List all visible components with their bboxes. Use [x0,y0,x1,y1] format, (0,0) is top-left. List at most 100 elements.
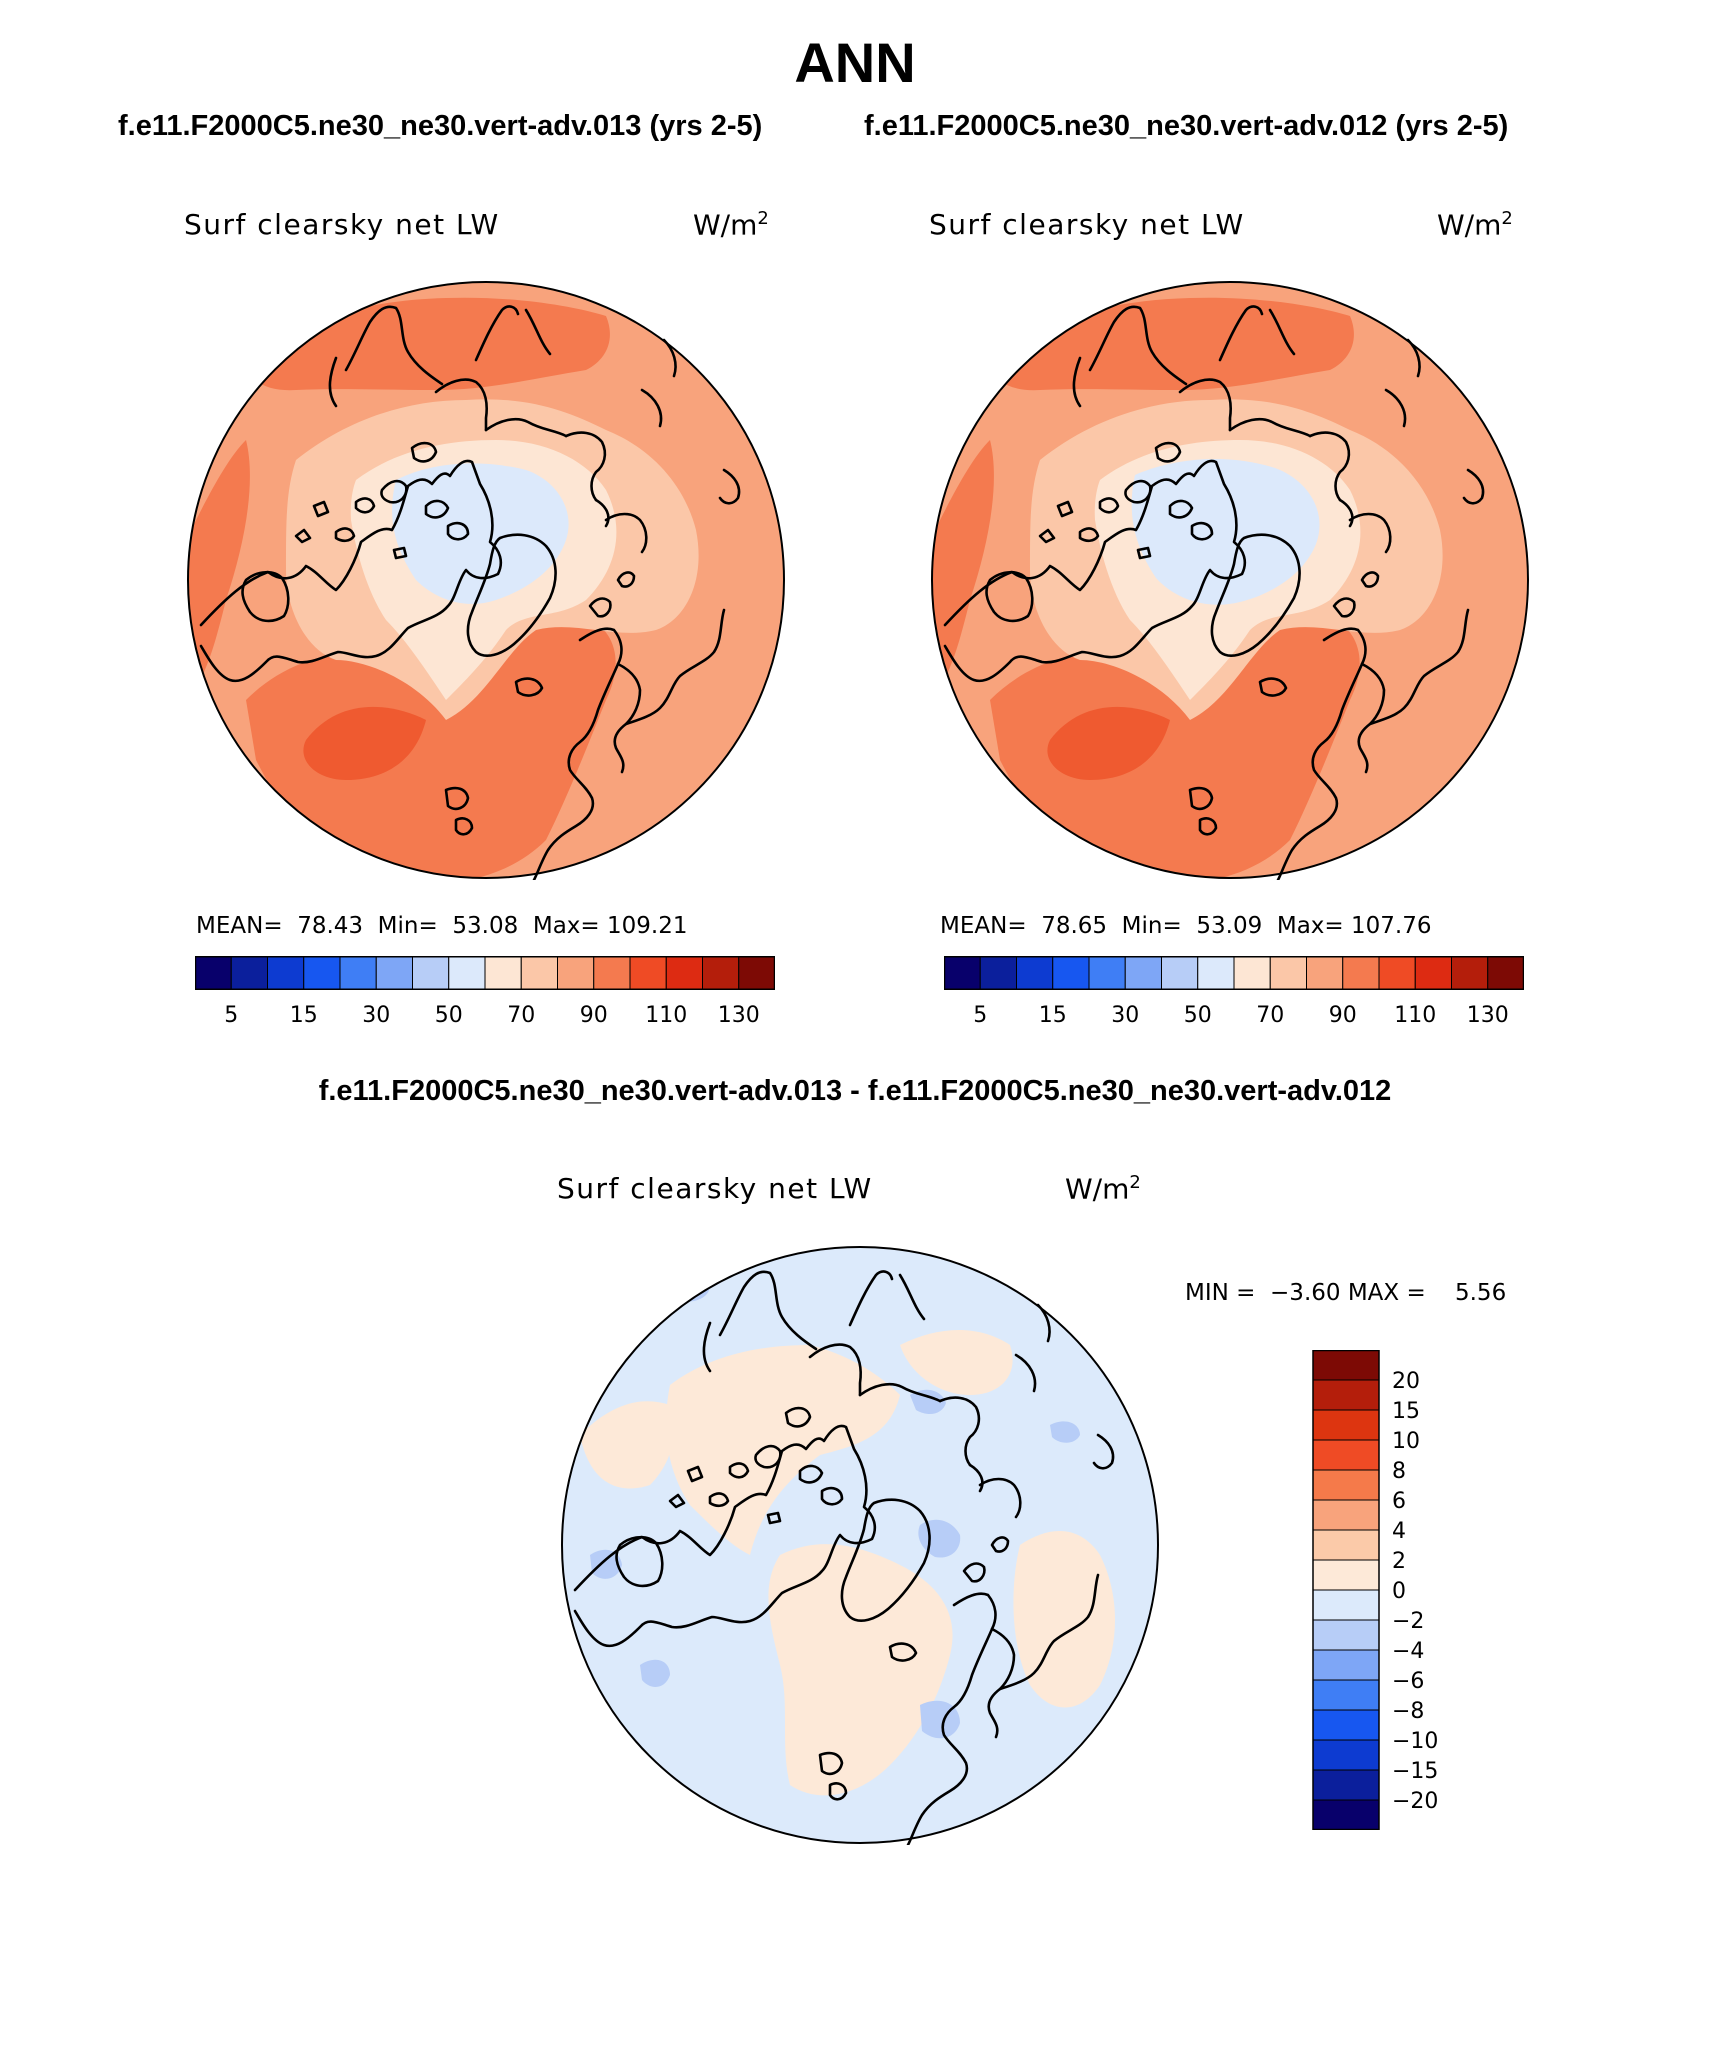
diff-colorbar-tick-label: −8 [1392,1699,1424,1724]
diff-colorbar-swatch [1312,1499,1380,1531]
left-colorbar-labels: 5 15 30 50 70 90 110 130 [224,1003,760,1028]
diff-colorbar-tick-label: −15 [1392,1759,1438,1784]
left-colorbar-swatch [557,956,595,990]
right-colorbar-frame [943,955,1525,991]
right-map [931,281,1529,880]
left-colorbar-tick-label: 30 [362,1003,390,1028]
right-colorbar-swatch [1378,956,1416,990]
right-colorbar-tick-label: 70 [1256,1003,1284,1028]
left-colorbar-swatches [194,955,776,991]
left-colorbar-swatch [629,956,667,990]
right-colorbar-swatch [1088,956,1126,990]
diff-map-border [561,1246,1159,1844]
right-colorbar-labels: 5 15 30 50 70 90 110 130 [973,1003,1509,1028]
diff-colorbar-tick-label: 8 [1392,1459,1406,1484]
left-panel-stats: MEAN= 78.43 Min= 53.08 Max= 109.21 [196,913,688,939]
left-colorbar-swatch [375,956,413,990]
right-colorbar-swatch [1052,956,1090,990]
left-colorbar-swatch [230,956,268,990]
diff-colorbar-tick-label: −4 [1392,1639,1424,1664]
case-title-left: f.e11.F2000C5.ne30_ne30.vert-adv.013 (yr… [118,110,763,142]
diff-colorbar-swatch [1312,1739,1380,1771]
diff-panel-units: W/m2 [1065,1172,1141,1206]
left-panel-variable-label: Surf clearsky net LW [184,208,500,241]
diff-colorbar-swatch [1312,1350,1380,1381]
right-panel-units: W/m2 [1437,208,1513,242]
right-colorbar-swatch [1414,956,1452,990]
left-colorbar [194,955,776,991]
diff-colorbar-swatch [1312,1439,1380,1471]
left-colorbar-tick-label: 15 [290,1003,318,1028]
diff-colorbar-tick-label: 10 [1392,1429,1420,1454]
diff-colorbar-swatch [1312,1589,1380,1621]
right-colorbar-swatches [943,955,1525,991]
diff-colorbar-swatch [1312,1799,1380,1830]
left-colorbar-swatch [448,956,486,990]
diff-colorbar-tick-label: 2 [1392,1549,1406,1574]
diff-colorbar-tick-label: −6 [1392,1669,1424,1694]
right-colorbar-tick-label: 90 [1329,1003,1357,1028]
right-colorbar [943,955,1525,991]
diff-colorbar-swatch [1312,1529,1380,1561]
left-panel-units: W/m2 [693,208,769,242]
right-colorbar-tick-label: 15 [1039,1003,1067,1028]
diff-colorbar-swatch [1312,1679,1380,1711]
diff-panel-minmax: MIN = −3.60 MAX = 5.56 [1185,1280,1507,1306]
right-map-border [931,281,1529,879]
right-colorbar-tick-label: 50 [1184,1003,1212,1028]
right-colorbar-swatch [1124,956,1162,990]
diff-colorbar-frame [1312,1350,1380,1830]
diff-colorbar-tick-label: 4 [1392,1519,1406,1544]
diff-colorbar-tick-label: −2 [1392,1609,1424,1634]
right-colorbar-swatch [1342,956,1380,990]
right-colorbar-swatch [1161,956,1199,990]
right-colorbar-swatch [943,956,981,990]
left-colorbar-swatch [484,956,522,990]
diff-colorbar-swatch [1312,1709,1380,1741]
diff-colorbar-tick-label: −20 [1392,1789,1438,1814]
left-colorbar-swatch [303,956,341,990]
left-colorbar-swatch [738,956,776,990]
main-title: ANN [794,31,916,94]
right-colorbar-tick-label: 110 [1394,1003,1436,1028]
left-colorbar-swatch [412,956,450,990]
right-colorbar-swatch [979,956,1017,990]
diff-colorbar-swatch [1312,1649,1380,1681]
left-colorbar-tick-label: 5 [224,1003,238,1028]
diff-colorbar-swatch [1312,1469,1380,1501]
left-colorbar-swatch [702,956,740,990]
diff-title: f.e11.F2000C5.ne30_ne30.vert-adv.013 - f… [318,1075,1392,1107]
left-colorbar-swatch [339,956,377,990]
right-colorbar-tick-label: 130 [1467,1003,1509,1028]
left-colorbar-swatch [267,956,305,990]
left-colorbar-frame [194,955,776,991]
left-colorbar-swatch [520,956,558,990]
diff-colorbar-tick-label: 20 [1392,1369,1420,1394]
diff-colorbar-swatch [1312,1559,1380,1591]
right-colorbar-swatch [1451,956,1489,990]
left-colorbar-tick-label: 130 [718,1003,760,1028]
left-map-border [187,281,785,879]
left-map [187,281,785,880]
diff-colorbar-swatch [1312,1379,1380,1411]
diff-colorbar-tick-label: 6 [1392,1489,1406,1514]
right-colorbar-swatch [1197,956,1235,990]
right-panel-variable-label: Surf clearsky net LW [929,208,1245,241]
diff-colorbar-tick-label: −10 [1392,1729,1438,1754]
left-colorbar-tick-label: 110 [645,1003,687,1028]
diff-panel-variable-label: Surf clearsky net LW [557,1172,873,1205]
diff-colorbar-tick-label: 0 [1392,1579,1406,1604]
right-colorbar-swatch [1306,956,1344,990]
left-colorbar-swatch [665,956,703,990]
case-title-right: f.e11.F2000C5.ne30_ne30.vert-adv.012 (yr… [864,110,1509,142]
diff-colorbar-swatch [1312,1619,1380,1651]
right-colorbar-tick-label: 5 [973,1003,987,1028]
diff-colorbar-swatch [1312,1409,1380,1441]
right-colorbar-swatch [1233,956,1271,990]
diff-colorbar-tick-label: 15 [1392,1399,1420,1424]
left-colorbar-swatch [194,956,232,990]
diff-map [561,1246,1159,1845]
left-colorbar-tick-label: 70 [507,1003,535,1028]
diff-colorbar-swatch [1312,1769,1380,1801]
